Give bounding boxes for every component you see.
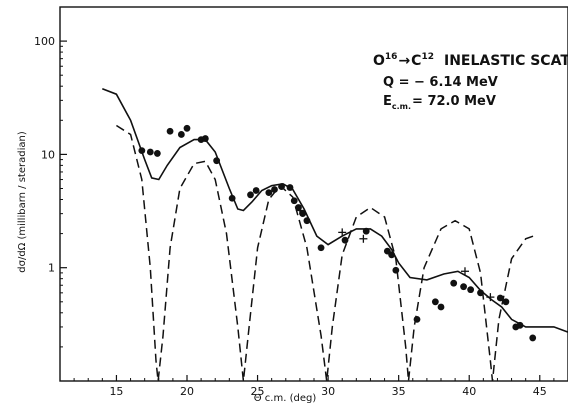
data-point	[413, 315, 421, 323]
data-point	[177, 131, 185, 138]
data-points	[138, 124, 537, 342]
data-point	[303, 217, 311, 225]
y-tick-label: 10	[41, 148, 55, 161]
x-tick-label: 30	[321, 385, 335, 398]
data-point	[502, 298, 510, 306]
dashed-theory-curve	[115, 124, 538, 382]
data-point	[271, 186, 278, 193]
cross-data-points	[295, 206, 495, 302]
data-point	[388, 251, 396, 259]
energy-label: Ec.m.= 72.0 MeV	[383, 94, 496, 111]
x-axis-ticks: 15 20 25 30 35 40 45	[59, 375, 568, 398]
cross-data-point	[359, 234, 368, 243]
x-tick-label: 35	[392, 385, 406, 398]
data-point	[278, 183, 285, 190]
x-axis-title: Θ c.m. (deg)	[254, 393, 317, 404]
data-point	[362, 227, 370, 235]
data-point	[201, 135, 209, 142]
cross-data-point	[295, 206, 304, 215]
cross-data-point	[338, 228, 347, 237]
x-tick-label: 40	[462, 385, 476, 398]
x-tick-label: 45	[533, 385, 547, 398]
y-axis-ticks: 1 10 100	[34, 6, 67, 348]
data-point	[265, 189, 273, 197]
data-point	[477, 289, 484, 297]
data-point	[460, 283, 467, 291]
data-point	[213, 157, 221, 165]
cross-data-point	[460, 267, 469, 276]
data-point	[286, 184, 294, 191]
data-point	[431, 298, 439, 306]
data-point	[247, 191, 254, 199]
data-point	[290, 197, 298, 205]
data-point	[228, 194, 236, 202]
data-point	[467, 286, 475, 294]
data-point	[437, 303, 445, 311]
data-point	[183, 124, 191, 132]
data-point	[166, 127, 174, 135]
y-axis-title-text: dσ/dΩ (millibarn / steradian)	[17, 131, 28, 273]
data-point	[529, 334, 537, 342]
q-value-label: Q = − 6.14 MeV	[383, 75, 498, 90]
data-point	[341, 236, 349, 244]
y-tick-label: 100	[34, 35, 55, 48]
cross-data-point	[486, 293, 495, 302]
data-point	[496, 294, 504, 302]
data-point	[138, 147, 146, 155]
y-tick-label: 1	[48, 262, 55, 275]
data-point	[516, 321, 524, 329]
data-point	[252, 187, 260, 194]
data-point	[146, 148, 154, 156]
data-point	[392, 266, 400, 274]
y-axis-title: dσ/dΩ (millibarn / steradian)	[17, 131, 28, 273]
data-point	[317, 244, 325, 252]
x-tick-label: 20	[180, 385, 194, 398]
data-point	[450, 279, 458, 287]
x-tick-label: 15	[109, 385, 123, 398]
data-point	[299, 210, 307, 218]
data-point	[153, 150, 161, 157]
solid-theory-curve	[102, 87, 568, 333]
x-tick-label: 25	[251, 385, 265, 398]
